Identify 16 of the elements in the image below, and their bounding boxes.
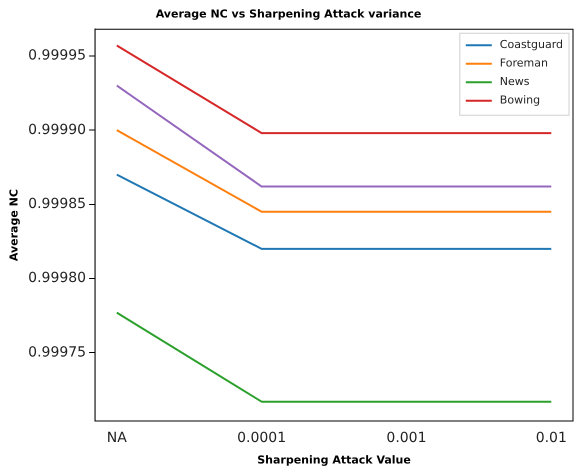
- x-tick-label: 0.001: [386, 430, 427, 446]
- y-tick-label: 0.99975: [28, 344, 86, 360]
- x-tick-label: 0.0001: [237, 430, 286, 446]
- chart-title: Average NC vs Sharpening Attack variance: [156, 7, 422, 20]
- legend-label: Bowing: [500, 94, 540, 107]
- legend-label: Coastguard: [500, 38, 563, 52]
- x-axis-title: Sharpening Attack Value: [257, 453, 411, 466]
- y-tick-label: 0.99995: [28, 48, 86, 64]
- y-tick-label: 0.99980: [28, 270, 86, 286]
- legend-label: News: [500, 75, 530, 88]
- y-axis-title: Average NC: [7, 189, 20, 262]
- legend-label: Foreman: [500, 56, 548, 70]
- x-tick-label: NA: [106, 430, 128, 446]
- y-tick-label: 0.99985: [28, 196, 86, 212]
- x-tick-label: 0.01: [536, 430, 567, 446]
- y-tick-label: 0.99990: [28, 122, 86, 138]
